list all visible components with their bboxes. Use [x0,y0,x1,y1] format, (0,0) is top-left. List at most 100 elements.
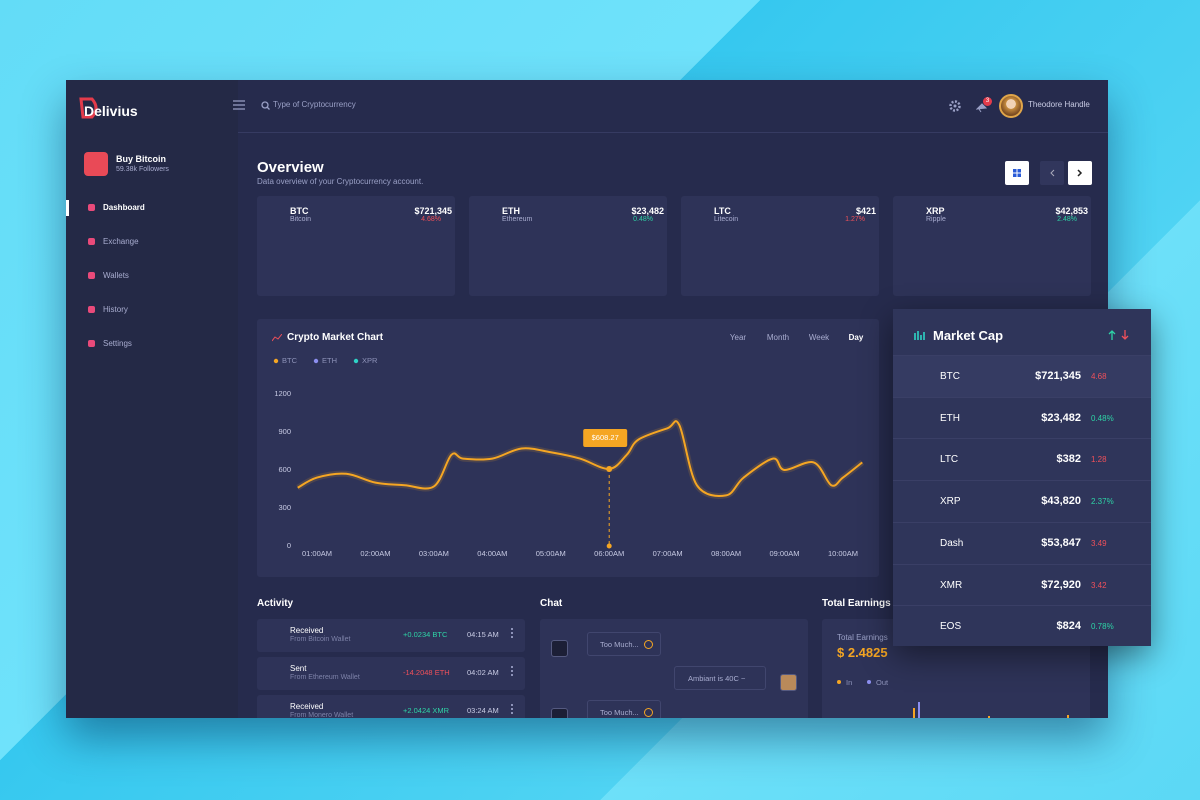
sidebar [66,80,238,718]
x-tick-label: 08:00AM [711,549,741,558]
x-tick-label: 06:00AM [594,549,624,558]
chat-avatar [780,674,797,691]
legend-label: ETH [322,356,337,365]
x-tick-label: 01:00AM [302,549,332,558]
profile-title: Buy Bitcoin [116,154,167,164]
coin-card: BTC Bitcoin $721,345 4.68% [257,196,455,296]
market-cap-panel: Market Cap BTC $721,345 4.68 ETH $23,482 0.48… [893,309,1151,646]
x-tick-label: 07:00AM [653,549,683,558]
y-tick-label: 300 [278,503,291,512]
coin-change: 4.68% [421,216,441,223]
next-button[interactable] [1068,161,1092,185]
menu-button[interactable] [233,100,245,110]
sort-arrows[interactable] [1107,329,1131,341]
coin-symbol: LTC [714,206,731,216]
market-cap-row: XRP $43,820 2.37% [893,480,1151,522]
market-cap-price: $72,920 [1041,578,1081,591]
prev-button[interactable] [1040,161,1064,185]
coin-name: Litecoin [714,216,739,223]
market-cap-symbol: XMR [940,579,963,591]
nav-icon [88,340,95,347]
notification-button[interactable] [976,101,988,113]
profile-icon [84,152,108,176]
activity-time: 03:24 AM [467,706,499,715]
activity-row: Received From Bitcoin Wallet +0.0234 BTC 04… [257,619,525,652]
chart-icon [272,334,282,342]
nav-icon [88,238,95,245]
earnings-bars [913,702,1069,718]
nav-icon [88,306,95,313]
profile-subtitle: 59.38k Followers [116,166,169,173]
activity-row: Sent From Ethereum Wallet -14.2048 ETH 04:0… [257,657,525,690]
nav-item[interactable]: Settings [103,339,132,348]
header-divider [238,132,1108,133]
chart-tab[interactable]: Month [767,333,789,342]
coin-name: Ethereum [502,216,533,223]
market-cap-change: 1.28 [1091,455,1107,465]
earnings-legend-label: In [846,678,853,687]
market-cap-row: LTC $382 1.28 [893,438,1151,480]
chat-title: Chat [540,598,563,609]
activity-source: From Ethereum Wallet [290,674,360,681]
market-cap-price: $824 [1056,620,1081,633]
overview-title: Overview [257,159,324,176]
coin-change: 1.27% [845,216,865,223]
tooltip-marker [606,465,613,472]
activity-menu[interactable] [511,704,513,714]
market-cap-change: 3.49 [1091,538,1107,548]
coin-name: Bitcoin [290,216,312,223]
x-tick-label: 04:00AM [477,549,507,558]
active-indicator [66,200,69,216]
y-tick-label: 600 [278,465,291,474]
market-cap-price: $43,820 [1041,495,1081,508]
chat-text: Too Much... [600,708,639,717]
market-cap-price: $53,847 [1041,536,1081,549]
chart-tab[interactable]: Day [849,333,864,342]
nav-item[interactable]: History [103,305,128,314]
user-name[interactable]: Theodore Handle [1028,100,1090,109]
user-avatar[interactable] [999,94,1023,118]
coin-symbol: ETH [502,206,520,216]
chat-emoji [644,640,653,649]
activity-source: From Bitcoin Wallet [290,636,351,643]
nav-item[interactable]: Wallets [103,271,129,280]
activity-source: From Monero Wallet [290,712,354,718]
y-tick-label: 900 [278,427,291,436]
x-tick-label: 02:00AM [360,549,390,558]
activity-amount: -14.2048 ETH [403,668,450,677]
tooltip-label: $608.27 [592,433,619,442]
market-cap-row: ETH $23,482 0.48% [893,396,1151,439]
chart-tab[interactable]: Week [809,333,830,342]
market-cap-change: 3.42 [1091,580,1107,590]
x-tick-label: 10:00AM [828,549,858,558]
market-chart: Year Month Week Day BTC ETH XPR 0 300 600 900 1200 0… [273,333,865,558]
market-cap-symbol: XRP [940,496,961,508]
market-cap-symbol: EOS [940,621,962,633]
chat-bubble: Ambiant is 40C ~ [674,666,766,690]
logo-mark [79,97,98,119]
market-cap-symbol: BTC [940,371,960,382]
activity-menu[interactable] [511,628,513,638]
market-cap-symbol: Dash [940,537,964,549]
search-input[interactable]: Type of Cryptocurrency [273,100,356,109]
chart-tab[interactable]: Year [730,333,747,342]
tooltip-point [606,543,612,549]
chat-avatar [551,640,568,657]
series-line [297,420,863,497]
activity-type: Received [290,702,324,711]
coin-change: 0.48% [633,216,653,223]
coin-price: $721,345 [414,206,452,216]
activity-title: Activity [257,598,294,609]
legend-dot [273,358,279,364]
activity-menu[interactable] [511,666,513,676]
coin-card: LTC Litecoin $421 1.27% [681,196,879,296]
grid-view-button[interactable] [1005,161,1029,185]
nav-item[interactable]: Exchange [103,237,139,246]
coin-symbol: BTC [290,206,309,216]
nav-item[interactable]: Dashboard [103,203,145,212]
legend-label: XPR [362,356,378,365]
market-cap-price: $382 [1056,453,1081,466]
market-cap-symbol: LTC [940,454,959,466]
settings-button[interactable] [949,100,961,112]
